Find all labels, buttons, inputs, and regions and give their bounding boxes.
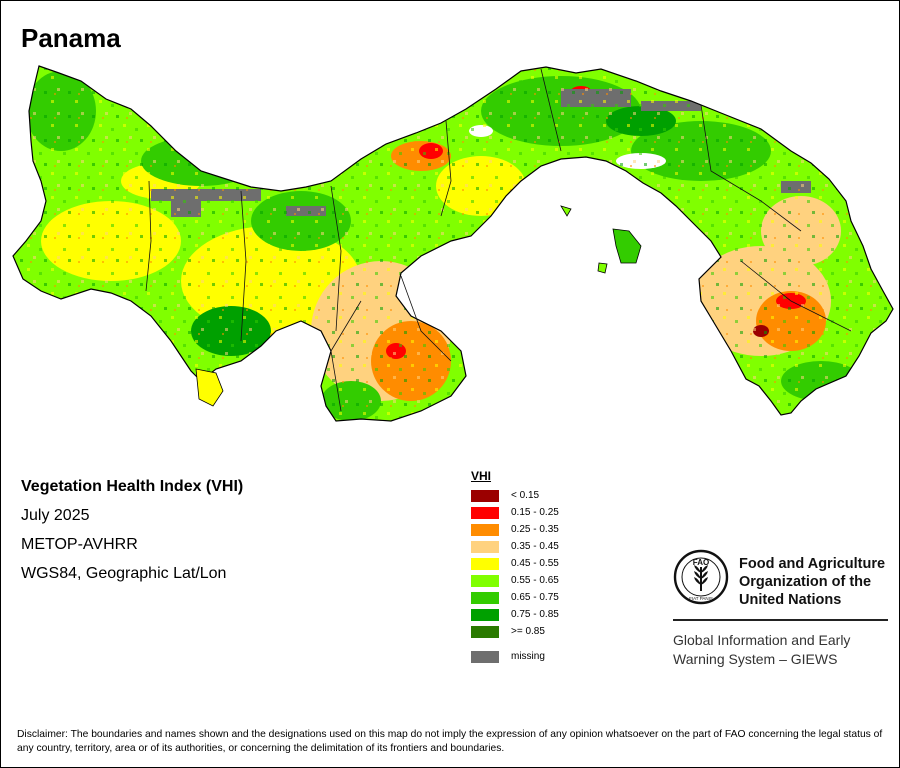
giews-line: Global Information and Early: [673, 632, 851, 648]
legend-swatch: [471, 625, 499, 638]
legend-label: 0.35 - 0.45: [511, 541, 559, 552]
divider: [673, 619, 888, 621]
map-sensor: METOP-AVHRR: [21, 536, 138, 553]
map-projection: WGS84, Geographic Lat/Lon: [21, 565, 227, 582]
giews-label: Global Information and Early Warning Sys…: [673, 631, 850, 669]
legend-item: 0.55 - 0.65: [471, 572, 559, 589]
legend-item: 0.25 - 0.35: [471, 521, 559, 538]
legend-swatch: [471, 591, 499, 604]
legend-label: >= 0.85: [511, 626, 545, 637]
map-title: Panama: [21, 23, 121, 53]
map-period: July 2025: [21, 507, 90, 524]
admin-boundaries: [145, 68, 852, 412]
legend-item: 0.75 - 0.85: [471, 606, 559, 623]
logo-letters: FAO: [693, 558, 709, 567]
legend-swatch: [471, 608, 499, 621]
legend-swatch: [471, 506, 499, 519]
islands: [195, 205, 642, 407]
legend-item: >= 0.85: [471, 623, 559, 640]
vhi-raster: [13, 66, 893, 421]
disclaimer: Disclaimer: The boundaries and names sho…: [17, 729, 883, 754]
legend-swatch: [471, 540, 499, 553]
legend-swatch: [471, 523, 499, 536]
legend-item: 0.65 - 0.75: [471, 589, 559, 606]
legend-swatch: [471, 650, 499, 663]
legend-label: missing: [511, 651, 545, 662]
fao-logo-icon: FAO FIAT PANIS: [673, 549, 729, 605]
legend-item: < 0.15: [471, 487, 559, 504]
vhi-map: [12, 65, 894, 422]
legend-swatch: [471, 489, 499, 502]
legend-swatch: [471, 574, 499, 587]
legend-item: 0.45 - 0.55: [471, 555, 559, 572]
legend-label: 0.25 - 0.35: [511, 524, 559, 535]
map-info: Vegetation Health Index (VHI) July 2025 …: [21, 475, 243, 591]
legend-swatch: [471, 557, 499, 570]
giews-line: Warning System – GIEWS: [673, 651, 838, 667]
legend-title: VHI: [471, 469, 492, 483]
legend-label: 0.55 - 0.65: [511, 575, 559, 586]
legend-item: 0.35 - 0.45: [471, 538, 559, 555]
org-name-line: Food and Agriculture: [739, 556, 886, 572]
legend-label: 0.75 - 0.85: [511, 609, 559, 620]
org-name-line: United Nations: [739, 592, 842, 608]
legend-label: 0.65 - 0.75: [511, 592, 559, 603]
legend-label: 0.45 - 0.55: [511, 558, 559, 569]
logo-motto: FIAT PANIS: [689, 596, 713, 601]
legend-item: 0.15 - 0.25: [471, 504, 559, 521]
legend-label: 0.15 - 0.25: [511, 507, 559, 518]
index-name: Vegetation Health Index (VHI): [21, 478, 244, 495]
org-name: Food and Agriculture Organization of the…: [739, 555, 899, 609]
legend-label: < 0.15: [511, 490, 540, 501]
legend-item-missing: missing: [471, 648, 559, 665]
org-name-line: Organization of the: [739, 574, 872, 590]
vhi-legend: VHI < 0.15 0.15 - 0.25 0.25 - 0.35 0.35 …: [471, 469, 559, 665]
